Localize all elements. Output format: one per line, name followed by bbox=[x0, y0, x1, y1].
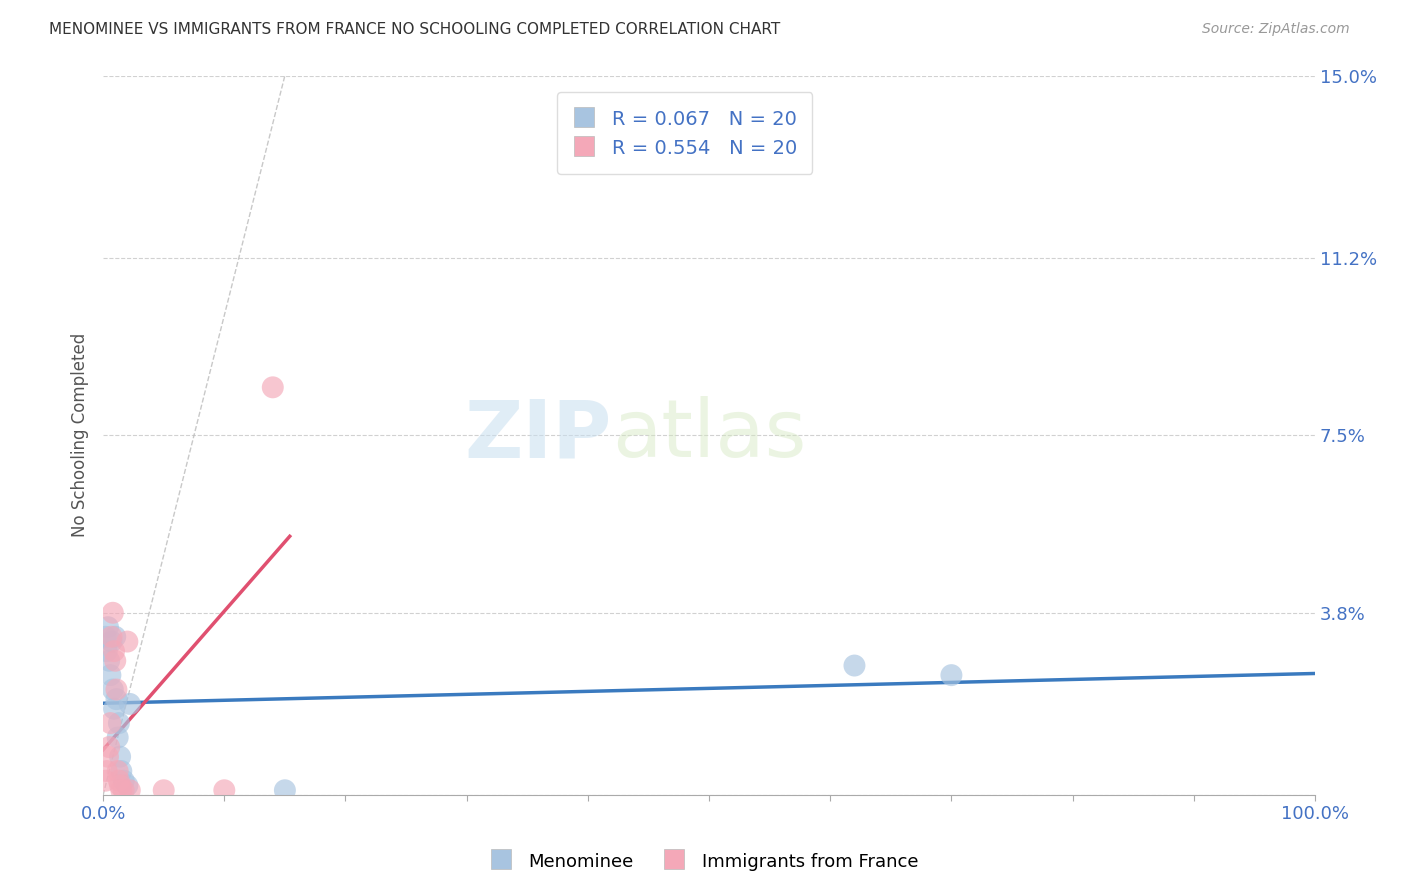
Point bbox=[105, 692, 128, 706]
Point bbox=[117, 779, 139, 793]
Point bbox=[94, 630, 117, 644]
Point bbox=[108, 773, 131, 788]
Point bbox=[941, 668, 963, 682]
Point bbox=[103, 644, 125, 658]
Point bbox=[103, 702, 125, 716]
Point bbox=[112, 773, 135, 788]
Legend: R = 0.067   N = 20, R = 0.554   N = 20: R = 0.067 N = 20, R = 0.554 N = 20 bbox=[557, 93, 813, 174]
Point bbox=[104, 654, 127, 668]
Point bbox=[98, 654, 121, 668]
Point bbox=[101, 682, 124, 697]
Point bbox=[262, 380, 284, 394]
Point bbox=[112, 783, 135, 797]
Point bbox=[118, 697, 141, 711]
Point bbox=[107, 731, 129, 745]
Point bbox=[96, 764, 118, 778]
Point bbox=[105, 682, 128, 697]
Point bbox=[152, 783, 174, 797]
Point bbox=[214, 783, 236, 797]
Y-axis label: No Schooling Completed: No Schooling Completed bbox=[72, 334, 89, 537]
Text: Source: ZipAtlas.com: Source: ZipAtlas.com bbox=[1202, 22, 1350, 37]
Point bbox=[107, 764, 129, 778]
Point bbox=[104, 630, 127, 644]
Point bbox=[108, 749, 131, 764]
Text: MENOMINEE VS IMMIGRANTS FROM FRANCE NO SCHOOLING COMPLETED CORRELATION CHART: MENOMINEE VS IMMIGRANTS FROM FRANCE NO S… bbox=[49, 22, 780, 37]
Point bbox=[110, 764, 132, 778]
Point bbox=[100, 716, 122, 731]
Point bbox=[118, 783, 141, 797]
Point bbox=[108, 716, 131, 731]
Text: atlas: atlas bbox=[612, 396, 807, 475]
Point bbox=[117, 634, 139, 648]
Point bbox=[96, 644, 118, 658]
Point bbox=[101, 606, 124, 620]
Text: ZIP: ZIP bbox=[465, 396, 612, 475]
Point bbox=[97, 749, 120, 764]
Point bbox=[98, 740, 121, 755]
Point bbox=[274, 783, 297, 797]
Point bbox=[108, 779, 131, 793]
Point bbox=[100, 668, 122, 682]
Point bbox=[100, 634, 122, 648]
Point bbox=[110, 783, 132, 797]
Point bbox=[94, 773, 117, 788]
Point bbox=[97, 620, 120, 634]
Point bbox=[844, 658, 866, 673]
Point bbox=[100, 630, 122, 644]
Legend: Menominee, Immigrants from France: Menominee, Immigrants from France bbox=[479, 844, 927, 879]
